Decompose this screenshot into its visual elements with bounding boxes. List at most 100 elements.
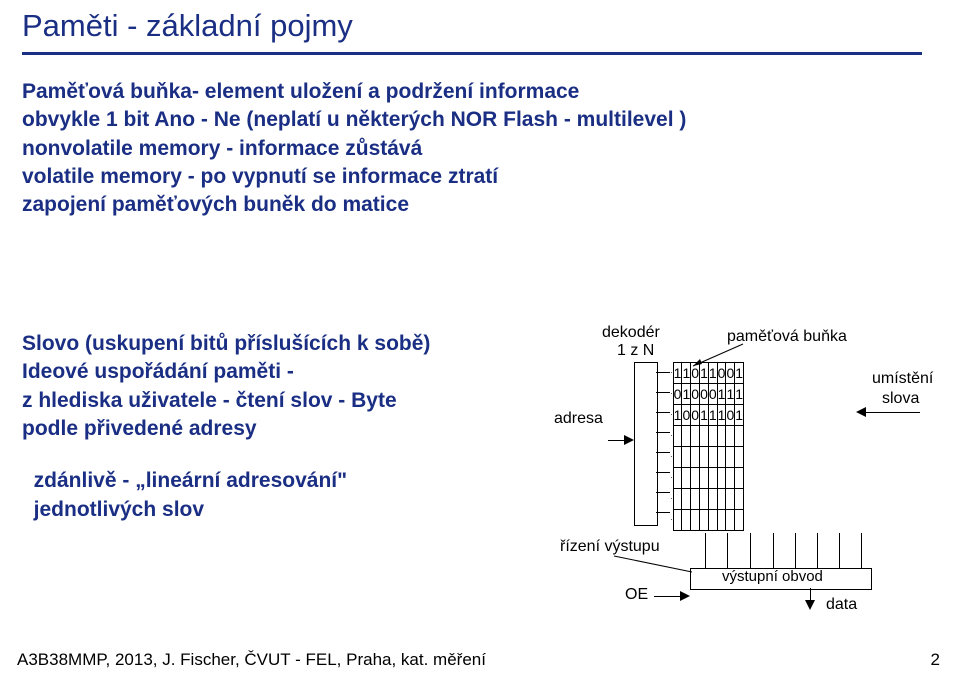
grid-cell bbox=[700, 510, 709, 531]
grid-cell: 0 bbox=[691, 384, 700, 405]
decoder-row-line bbox=[656, 392, 670, 393]
grid-cell bbox=[691, 468, 700, 489]
output-box-label: výstupní obvod bbox=[722, 568, 823, 585]
left-text-block: Slovo (uskupení bitů příslušících k sobě… bbox=[22, 330, 562, 524]
grid-cell bbox=[673, 426, 682, 447]
col-drop-line bbox=[705, 533, 706, 568]
footer-text: A3B38MMP, 2013, J. Fischer, ČVUT - FEL, … bbox=[17, 650, 486, 670]
grid-cell bbox=[708, 447, 717, 468]
grid-cell bbox=[682, 468, 691, 489]
left-line: jednotlivých slov bbox=[22, 496, 562, 524]
oe-label: OE bbox=[625, 586, 648, 604]
grid-cell bbox=[700, 426, 709, 447]
grid-cell bbox=[735, 510, 744, 531]
col-drop-line bbox=[773, 533, 774, 568]
col-drop-line bbox=[795, 533, 796, 568]
col-drop-line bbox=[817, 533, 818, 568]
grid-cell bbox=[717, 426, 726, 447]
grid-cell: 1 bbox=[700, 363, 709, 384]
grid-cell bbox=[708, 510, 717, 531]
grid-cell: 1 bbox=[717, 405, 726, 426]
grid-cell: 0 bbox=[691, 405, 700, 426]
grid-cell bbox=[682, 489, 691, 510]
decoder-row-line bbox=[656, 432, 670, 433]
title-rule bbox=[22, 52, 922, 55]
body-line: nonvolatile memory - informace zůstává bbox=[22, 135, 922, 163]
decoder-row-line bbox=[656, 472, 670, 473]
grid-cell bbox=[700, 468, 709, 489]
left-line: Slovo (uskupení bitů příslušících k sobě… bbox=[22, 330, 562, 358]
decoder-row-line bbox=[656, 412, 670, 413]
grid-cell: 0 bbox=[726, 363, 735, 384]
col-drop-line bbox=[750, 533, 751, 568]
grid-cell: 1 bbox=[673, 405, 682, 426]
grid-cell: 0 bbox=[717, 363, 726, 384]
grid-cell bbox=[700, 447, 709, 468]
decoder-box bbox=[634, 362, 658, 526]
decoder-row-line bbox=[656, 492, 670, 493]
grid-cell bbox=[673, 468, 682, 489]
grid-cell bbox=[682, 426, 691, 447]
body-text: Paměťová buňka- element uložení a podrže… bbox=[22, 78, 922, 220]
grid-cell bbox=[726, 489, 735, 510]
grid-cell: 1 bbox=[735, 384, 744, 405]
left-line: z hlediska uživatele - čtení slov - Byte bbox=[22, 387, 562, 415]
grid-cell bbox=[691, 510, 700, 531]
grid-cell bbox=[726, 510, 735, 531]
grid-cell: 1 bbox=[726, 384, 735, 405]
decoder-sub-label: 1 z N bbox=[617, 342, 654, 360]
grid-cell bbox=[726, 447, 735, 468]
output-diagram: řízení výstupu OE výstupní obvod data bbox=[490, 538, 910, 638]
decoder-row-line bbox=[656, 372, 670, 373]
page-number: 2 bbox=[931, 650, 940, 670]
grid-cell: 1 bbox=[735, 405, 744, 426]
oe-arrowhead bbox=[680, 591, 690, 601]
grid-cell: 0 bbox=[673, 384, 682, 405]
grid-cell bbox=[708, 468, 717, 489]
grid-cell: 1 bbox=[708, 405, 717, 426]
grid-cell: 1 bbox=[682, 363, 691, 384]
grid-cell bbox=[682, 510, 691, 531]
left-line: Ideové uspořádání paměti - bbox=[22, 358, 562, 386]
left-line: podle přivedené adresy bbox=[22, 415, 562, 443]
adresa-label: adresa bbox=[554, 410, 603, 428]
grid-cell bbox=[691, 447, 700, 468]
grid-cell bbox=[673, 510, 682, 531]
col-drop-line bbox=[727, 533, 728, 568]
grid-cell: 1 bbox=[708, 363, 717, 384]
decoder-label: dekodér bbox=[602, 324, 660, 342]
slova-arrowhead bbox=[856, 407, 866, 417]
grid-cell bbox=[708, 426, 717, 447]
grid-cell bbox=[735, 447, 744, 468]
grid-cell bbox=[717, 510, 726, 531]
grid-cell bbox=[673, 489, 682, 510]
grid-cell bbox=[717, 489, 726, 510]
grid-cell bbox=[735, 468, 744, 489]
grid-cell: 0 bbox=[726, 405, 735, 426]
grid-cell: 1 bbox=[735, 363, 744, 384]
data-arrowhead bbox=[805, 600, 815, 610]
grid-cell bbox=[726, 426, 735, 447]
grid-cell bbox=[735, 426, 744, 447]
grid-cell: 1 bbox=[682, 384, 691, 405]
two-column-row: Slovo (uskupení bitů příslušících k sobě… bbox=[22, 330, 938, 570]
grid-cell: 0 bbox=[708, 384, 717, 405]
umisteni-label: umístění bbox=[872, 370, 933, 388]
grid-cell bbox=[700, 489, 709, 510]
page-title: Paměti - základní pojmy bbox=[22, 8, 353, 44]
slova-line bbox=[864, 412, 920, 413]
decoder-row-line bbox=[656, 512, 670, 513]
grid-cell: 1 bbox=[673, 363, 682, 384]
col-drop-line bbox=[861, 533, 862, 568]
slova-label: slova bbox=[882, 390, 919, 408]
body-line: Paměťová buňka- element uložení a podrže… bbox=[22, 78, 922, 106]
grid-cell bbox=[717, 468, 726, 489]
rizeni-pointer bbox=[610, 552, 700, 576]
adresa-arrowhead bbox=[624, 435, 634, 445]
grid-cell bbox=[726, 468, 735, 489]
memory-grid: ·11011001·01000111·10011101····· bbox=[670, 362, 744, 531]
grid-cell bbox=[673, 447, 682, 468]
body-line: zapojení paměťových buněk do matice bbox=[22, 191, 922, 219]
grid-cell bbox=[691, 426, 700, 447]
body-line: obvykle 1 bit Ano - Ne (neplatí u někter… bbox=[22, 106, 922, 134]
